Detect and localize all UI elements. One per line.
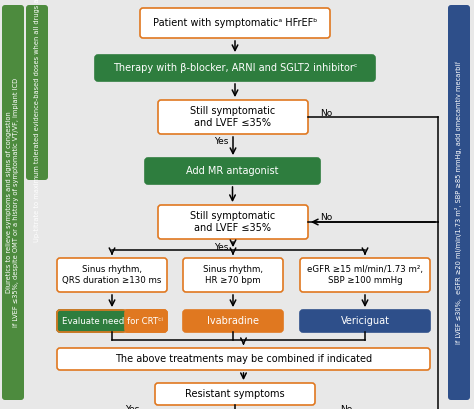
Text: No: No (340, 405, 353, 409)
Text: If LVEF ≤30%,  eGFR ≥20 ml/min/1.73 m², SBP ≥85 mmHg, add omecamtiv mecarbilⁱ: If LVEF ≤30%, eGFR ≥20 ml/min/1.73 m², S… (456, 61, 463, 344)
Text: No: No (320, 108, 332, 117)
Text: Sinus rhythm,
HR ≥70 bpm: Sinus rhythm, HR ≥70 bpm (203, 265, 263, 285)
FancyBboxPatch shape (155, 383, 315, 405)
Text: The above treatments may be combined if indicated: The above treatments may be combined if … (115, 354, 372, 364)
Text: Resistant symptoms: Resistant symptoms (185, 389, 285, 399)
Text: eGFR ≥15 ml/min/1.73 m²,
SBP ≥100 mmHg: eGFR ≥15 ml/min/1.73 m², SBP ≥100 mmHg (307, 265, 423, 285)
FancyBboxPatch shape (158, 205, 308, 239)
FancyBboxPatch shape (57, 310, 125, 332)
Text: Ivabradine: Ivabradine (207, 316, 259, 326)
FancyBboxPatch shape (300, 258, 430, 292)
FancyBboxPatch shape (57, 348, 430, 370)
FancyBboxPatch shape (26, 5, 48, 180)
Text: Evaluate need for CRTᶜⁱ: Evaluate need for CRTᶜⁱ (62, 317, 163, 326)
FancyBboxPatch shape (183, 258, 283, 292)
Text: Yes: Yes (214, 137, 228, 146)
Text: Still symptomatic
and LVEF ≤35%: Still symptomatic and LVEF ≤35% (191, 211, 275, 233)
FancyBboxPatch shape (57, 258, 167, 292)
Text: Patient with symptomaticᵃ HFrEFᵇ: Patient with symptomaticᵃ HFrEFᵇ (153, 18, 317, 28)
FancyBboxPatch shape (300, 310, 430, 332)
Text: Vericiguat: Vericiguat (340, 316, 390, 326)
Text: Still symptomatic
and LVEF ≤35%: Still symptomatic and LVEF ≤35% (191, 106, 275, 128)
Text: Yes: Yes (125, 405, 139, 409)
FancyBboxPatch shape (95, 55, 375, 81)
Text: Diuretics to relieve symptoms and signs of congestion
If LVEF ≤35%, despite OMT : Diuretics to relieve symptoms and signs … (7, 78, 19, 327)
FancyBboxPatch shape (140, 8, 330, 38)
FancyBboxPatch shape (183, 310, 283, 332)
FancyBboxPatch shape (145, 158, 320, 184)
Text: Add MR antagonist: Add MR antagonist (186, 166, 279, 176)
FancyBboxPatch shape (158, 100, 308, 134)
Text: Sinus rhythm,
QRS duration ≥130 ms: Sinus rhythm, QRS duration ≥130 ms (62, 265, 162, 285)
Text: Yes: Yes (214, 243, 228, 252)
FancyBboxPatch shape (448, 5, 470, 400)
Text: No: No (320, 213, 332, 222)
FancyBboxPatch shape (125, 310, 167, 332)
FancyBboxPatch shape (2, 5, 24, 400)
Text: Therapy with β-blocker, ARNI and SGLT2 inhibitorᶜ: Therapy with β-blocker, ARNI and SGLT2 i… (113, 63, 357, 73)
Text: Up-titrate to maximum tolerated evidence-based doses when all drugs are implemen: Up-titrate to maximum tolerated evidence… (34, 0, 40, 242)
